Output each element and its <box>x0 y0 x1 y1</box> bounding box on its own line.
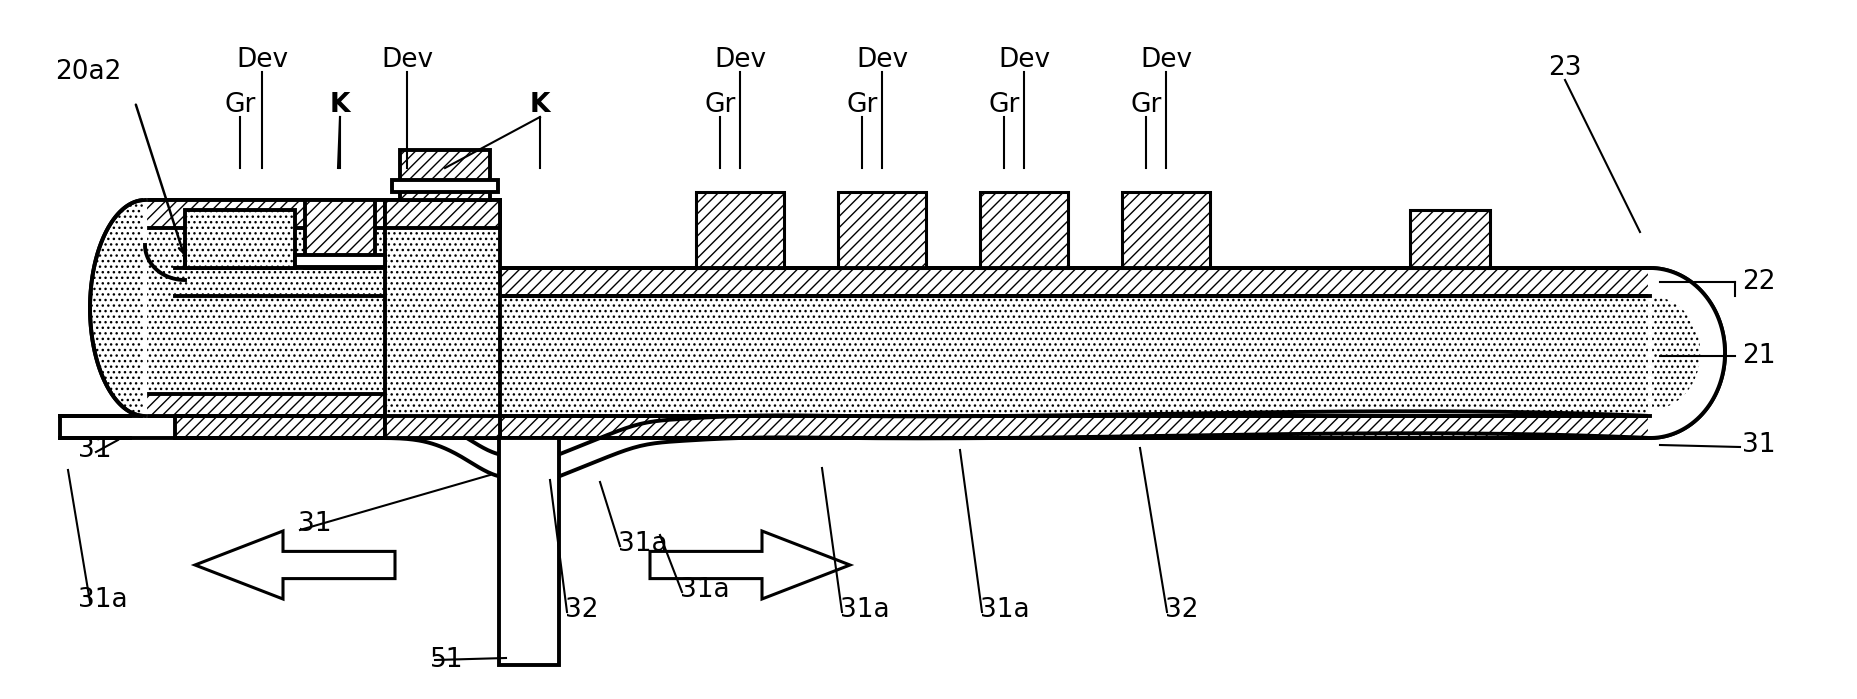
Bar <box>980 192 1068 268</box>
Bar <box>500 438 559 665</box>
Bar <box>295 255 384 267</box>
Bar <box>392 180 498 192</box>
Bar <box>175 296 1651 416</box>
Text: 32: 32 <box>565 597 598 623</box>
Text: K: K <box>529 92 550 118</box>
Text: Gr: Gr <box>847 92 878 118</box>
Polygon shape <box>89 200 145 416</box>
Bar <box>305 200 375 268</box>
Text: Dev: Dev <box>713 47 767 73</box>
Text: Dev: Dev <box>381 47 433 73</box>
Text: 31: 31 <box>1742 432 1775 458</box>
Text: 20a2: 20a2 <box>56 59 121 85</box>
Text: Gr: Gr <box>225 92 256 118</box>
Text: 21: 21 <box>1742 343 1775 369</box>
Bar <box>399 150 490 200</box>
Text: Gr: Gr <box>1131 92 1162 118</box>
Bar <box>1409 210 1489 268</box>
Text: 23: 23 <box>1549 55 1582 81</box>
Bar <box>384 200 500 438</box>
Text: Dev: Dev <box>1140 47 1192 73</box>
Text: Gr: Gr <box>704 92 735 118</box>
Text: 51: 51 <box>431 647 464 673</box>
Text: 31a: 31a <box>680 577 730 603</box>
Bar <box>175 416 1651 438</box>
Polygon shape <box>1651 268 1725 438</box>
Bar <box>1122 192 1211 268</box>
Bar <box>384 200 500 228</box>
Text: Dev: Dev <box>997 47 1049 73</box>
Text: Dev: Dev <box>856 47 908 73</box>
Bar <box>186 210 295 268</box>
Text: 31a: 31a <box>78 587 128 613</box>
Text: 22: 22 <box>1742 269 1775 295</box>
Bar <box>145 200 455 416</box>
Text: 32: 32 <box>1164 597 1198 623</box>
Text: 31: 31 <box>297 511 332 537</box>
Polygon shape <box>650 531 851 599</box>
Bar <box>696 192 784 268</box>
Text: 31a: 31a <box>980 597 1029 623</box>
Bar <box>145 394 455 416</box>
Text: 31a: 31a <box>839 597 890 623</box>
Text: 31: 31 <box>78 437 111 463</box>
Bar <box>384 416 500 438</box>
Bar <box>838 192 927 268</box>
Bar <box>145 200 455 228</box>
Polygon shape <box>1651 268 1725 438</box>
Bar <box>175 268 1651 296</box>
Text: 31a: 31a <box>618 531 669 557</box>
Text: Gr: Gr <box>988 92 1019 118</box>
Polygon shape <box>195 531 396 599</box>
Text: K: K <box>331 92 351 118</box>
Text: Dev: Dev <box>236 47 288 73</box>
